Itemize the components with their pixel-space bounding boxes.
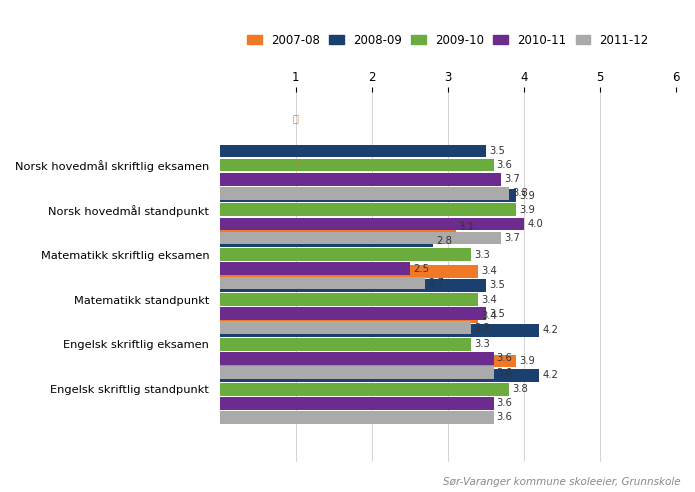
Bar bbox=[220, 279, 486, 292]
Text: 3.8: 3.8 bbox=[512, 384, 528, 394]
Text: 3.5: 3.5 bbox=[489, 308, 505, 319]
Bar bbox=[220, 220, 455, 233]
Text: 4.0: 4.0 bbox=[527, 219, 543, 229]
Bar bbox=[220, 232, 501, 245]
Text: 2.5: 2.5 bbox=[413, 264, 429, 274]
Bar bbox=[220, 217, 524, 230]
Bar bbox=[220, 145, 486, 157]
Text: 3.6: 3.6 bbox=[497, 353, 512, 364]
Bar bbox=[220, 187, 509, 200]
Bar bbox=[220, 310, 478, 323]
Text: 3.6: 3.6 bbox=[497, 368, 512, 377]
Bar bbox=[220, 411, 493, 424]
Bar bbox=[220, 397, 493, 410]
Text: 3.4: 3.4 bbox=[482, 311, 497, 321]
Text: 3.1: 3.1 bbox=[459, 221, 475, 232]
Text: 3.9: 3.9 bbox=[519, 205, 535, 215]
Bar bbox=[220, 204, 516, 216]
Text: 3.8: 3.8 bbox=[512, 188, 528, 198]
Text: ⓘ: ⓘ bbox=[293, 113, 299, 123]
Bar bbox=[220, 338, 471, 351]
Bar bbox=[220, 293, 478, 306]
Bar bbox=[220, 352, 493, 365]
Text: 3.3: 3.3 bbox=[474, 250, 489, 260]
Bar bbox=[220, 355, 516, 368]
Legend: 2007-08, 2008-09, 2009-10, 2010-11, 2011-12: 2007-08, 2008-09, 2009-10, 2010-11, 2011… bbox=[245, 31, 651, 49]
Bar bbox=[220, 262, 410, 275]
Text: Sør-Varanger kommune skoleeier, Grunnskole: Sør-Varanger kommune skoleeier, Grunnsko… bbox=[443, 477, 681, 487]
Bar bbox=[220, 324, 539, 337]
Bar bbox=[220, 265, 478, 278]
Text: 3.6: 3.6 bbox=[497, 160, 512, 170]
Bar bbox=[220, 277, 425, 289]
Text: 3.5: 3.5 bbox=[489, 146, 505, 156]
Bar bbox=[220, 248, 471, 261]
Text: 3.9: 3.9 bbox=[519, 191, 535, 201]
Text: 3.3: 3.3 bbox=[474, 323, 489, 333]
Bar bbox=[220, 189, 516, 202]
Bar bbox=[220, 369, 539, 381]
Text: 3.7: 3.7 bbox=[505, 174, 520, 184]
Text: 3.5: 3.5 bbox=[489, 280, 505, 290]
Text: 3.9: 3.9 bbox=[519, 356, 535, 366]
Bar bbox=[220, 366, 493, 379]
Text: 3.6: 3.6 bbox=[497, 412, 512, 423]
Text: 3.6: 3.6 bbox=[497, 399, 512, 408]
Text: ⓘ: ⓘ bbox=[293, 157, 299, 168]
Text: 3.7: 3.7 bbox=[505, 233, 520, 243]
Bar bbox=[220, 383, 509, 396]
Text: 3.3: 3.3 bbox=[474, 339, 489, 349]
Text: 3.4: 3.4 bbox=[482, 295, 497, 305]
Text: 2.7: 2.7 bbox=[428, 278, 444, 288]
Bar bbox=[220, 173, 501, 185]
Text: 2.8: 2.8 bbox=[436, 236, 452, 246]
Text: 4.2: 4.2 bbox=[542, 325, 558, 336]
Bar bbox=[220, 321, 471, 334]
Bar bbox=[220, 307, 486, 320]
Bar bbox=[220, 234, 433, 247]
Bar bbox=[220, 158, 493, 172]
Text: 4.2: 4.2 bbox=[542, 370, 558, 380]
Text: 3.4: 3.4 bbox=[482, 266, 497, 277]
